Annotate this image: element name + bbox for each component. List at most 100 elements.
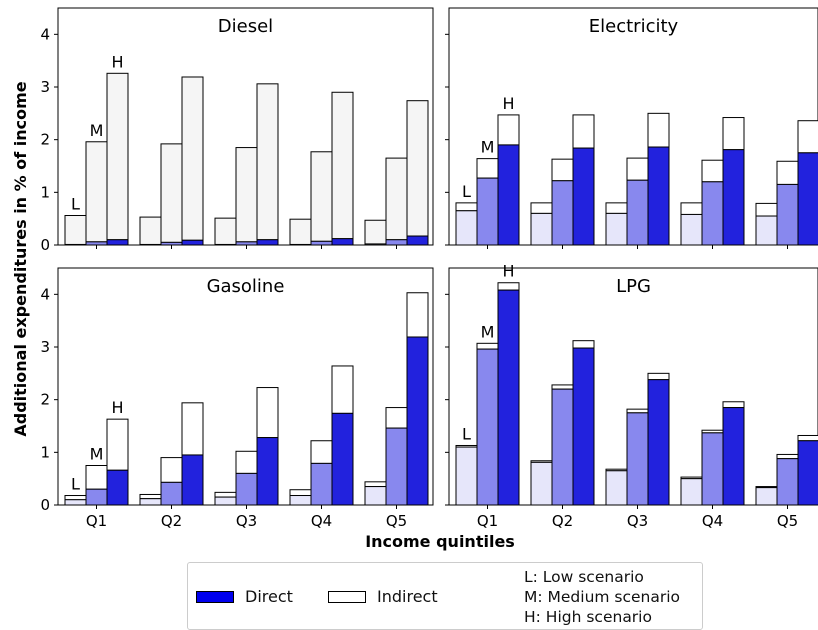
bar-indirect-diesel-q1-m [85,141,108,243]
bar-direct-gasoline-q5-h [406,336,429,506]
panel-electricity: Electricity L M H [445,7,818,249]
bar-direct-lpg-q2-h [572,347,595,506]
bar-indirect-diesel-q5-l [364,219,387,245]
legend-item-indirect: Indirect [328,587,438,606]
y-tick-label: 2 [40,391,50,409]
bar-direct-electricity-q4-h [722,149,745,246]
bar-direct-gasoline-q2-m [160,481,183,506]
bar-indirect-electricity-q2-h [572,114,595,149]
scenario-label-electricity-l: L [462,182,471,201]
x-tick-label-q3: Q3 [627,512,648,530]
bar-indirect-electricity-q1-l [455,202,478,212]
bar-direct-gasoline-q2-h [181,454,204,506]
bar-direct-lpg-q3-m [626,412,649,506]
bar-direct-diesel-q5-h [406,235,429,246]
legend-item-direct: Direct [196,587,293,606]
bar-direct-diesel-q2-l [139,243,162,246]
bar-indirect-gasoline-q1-m [85,465,108,490]
bar-indirect-gasoline-q5-m [385,407,408,429]
bar-indirect-electricity-q1-m [476,158,499,179]
y-tick-label: 0 [40,496,50,514]
bar-indirect-diesel-q3-l [214,217,237,245]
x-tick-label-q2: Q2 [161,512,182,530]
x-tick-label-q4: Q4 [702,512,723,530]
scenario-notes: L: Low scenario M: Medium scenario H: Hi… [524,567,680,627]
bar-indirect-gasoline-q2-m [160,457,183,483]
scenario-label-gasoline-h: H [111,398,123,417]
bar-direct-lpg-q1-m [476,348,499,506]
bar-indirect-gasoline-q4-h [331,365,354,414]
bar-indirect-gasoline-q2-l [139,493,162,500]
legend-label-indirect: Indirect [377,587,438,606]
bar-direct-diesel-q4-m [310,240,333,246]
bar-indirect-electricity-q4-m [701,159,724,183]
bar-indirect-lpg-q2-h [572,340,595,349]
bar-direct-diesel-q3-l [214,243,237,246]
y-tick-label: 0 [40,236,50,254]
bar-indirect-gasoline-q3-h [256,387,279,439]
bar-direct-electricity-q1-m [476,177,499,246]
y-tick-label: 1 [40,443,50,461]
bar-direct-diesel-q3-h [256,239,279,246]
x-tick-label-q4: Q4 [311,512,332,530]
scenario-label-lpg-l: L [462,424,471,443]
bar-indirect-electricity-q4-h [722,117,745,151]
bar-indirect-gasoline-q3-m [235,450,258,474]
bar-direct-gasoline-q1-m [85,488,108,506]
scenario-label-electricity-h: H [502,94,514,113]
bar-indirect-gasoline-q2-h [181,402,204,456]
legend-swatch-direct [196,590,234,603]
bar-indirect-diesel-q4-m [310,151,333,242]
bar-direct-diesel-q5-m [385,239,408,246]
scenario-label-diesel-l: L [71,195,80,214]
x-tick-label-q1: Q1 [477,512,498,530]
bar-direct-gasoline-q3-h [256,437,279,506]
x-tick-label-q5: Q5 [386,512,407,530]
panel-gasoline: Gasoline 0 1 2 3 4 Q1 LM H Q2 Q3 Q4 Q5 [40,267,434,530]
bar-indirect-gasoline-q5-h [406,292,429,338]
bar-indirect-electricity-q5-l [755,202,778,217]
bar-indirect-lpg-q1-h [497,282,520,291]
scenario-label-lpg-h: H [502,262,514,281]
bar-indirect-electricity-q2-m [551,158,574,182]
bar-direct-diesel-q3-m [235,241,258,246]
bar-indirect-lpg-q5-h [797,434,818,442]
bar-indirect-diesel-q3-m [235,147,258,243]
scenario-label-electricity-m: M [481,138,495,157]
bar-direct-diesel-q1-l [64,243,87,246]
bar-direct-electricity-q1-h [497,144,520,246]
bar-direct-lpg-q2-m [551,388,574,506]
bar-direct-electricity-q5-h [797,152,818,246]
scenario-note-low: L: Low scenario [524,568,644,586]
bar-indirect-gasoline-q1-h [106,418,129,471]
chart-area: Additional expenditures in % of income I… [11,7,818,551]
bar-direct-electricity-q2-m [551,180,574,246]
bar-direct-lpg-q4-l [680,478,703,506]
panel-title-lpg: LPG [616,276,651,297]
bar-indirect-gasoline-q1-l [64,495,87,501]
bar-direct-electricity-q1-l [455,210,478,246]
panel-title-electricity: Electricity [589,16,679,37]
bar-direct-lpg-q4-h [722,407,745,506]
bar-direct-lpg-q5-l [755,487,778,506]
bar-direct-gasoline-q4-h [331,412,354,506]
bar-indirect-gasoline-q5-l [364,481,387,488]
bar-indirect-gasoline-q4-m [310,440,333,464]
bar-indirect-electricity-q1-h [497,114,520,146]
bar-indirect-diesel-q1-h [106,72,129,241]
bar-direct-electricity-q5-m [776,183,799,246]
bar-direct-gasoline-q1-h [106,469,129,506]
y-tick-label: 2 [40,131,50,149]
bar-indirect-lpg-q1-m [476,342,499,350]
bar-direct-gasoline-q4-l [289,495,312,506]
bar-indirect-gasoline-q3-l [214,491,237,498]
scenario-label-diesel-h: H [111,52,123,71]
bar-indirect-diesel-q4-l [289,218,312,245]
bar-indirect-electricity-q3-l [605,202,628,214]
panel-title-diesel: Diesel [218,16,273,37]
y-tick-label: 1 [40,183,50,201]
bar-indirect-electricity-q4-l [680,202,703,215]
bar-direct-gasoline-q2-l [139,498,162,506]
bar-direct-electricity-q5-l [755,215,778,246]
bar-direct-diesel-q4-h [331,238,354,246]
